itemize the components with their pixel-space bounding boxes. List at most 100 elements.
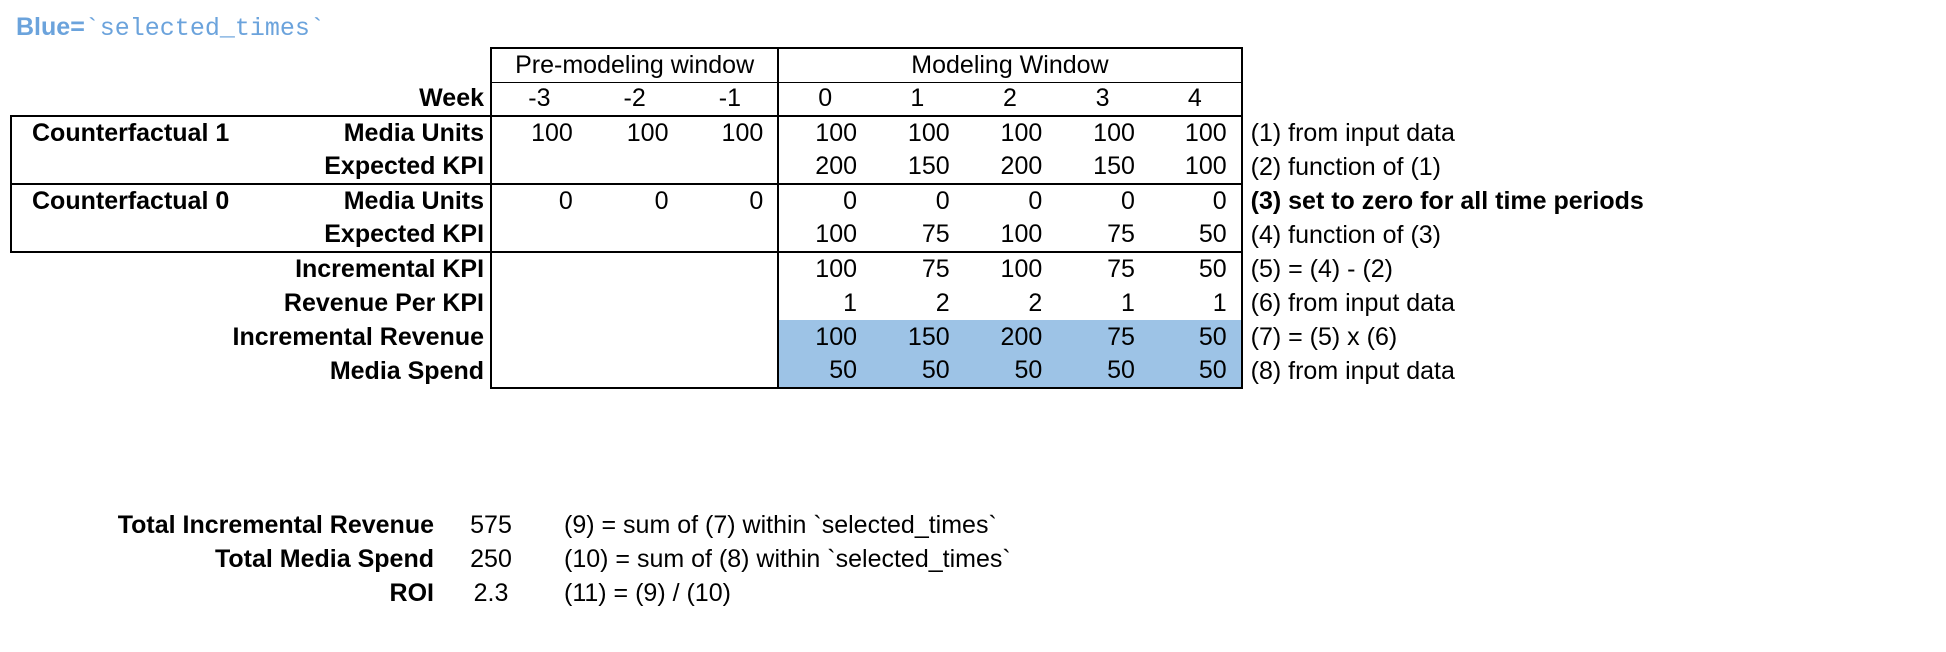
counterfactual-roi-table: Pre-modeling window Modeling Window Week… xyxy=(10,47,1940,389)
cell-cf0-expected-kpi-w-1 xyxy=(682,218,780,253)
week-header-pre-3: -1 xyxy=(682,82,780,116)
cell-cf1-expected-kpi-w1: 150 xyxy=(907,152,950,180)
cell-incremental-revenue-w0: 100 xyxy=(778,320,872,354)
summary-block: Total Incremental Revenue 575 (9) = sum … xyxy=(10,508,1264,610)
cell-media-spend-w2: 50 xyxy=(963,354,1057,389)
summary-value-total-incremental-revenue: 575 xyxy=(470,510,512,539)
row-note-2: (2) function of (1) xyxy=(1250,152,1441,181)
cell-cf0-expected-kpi-w1: 75 xyxy=(871,218,964,253)
row-note-4: (4) function of (3) xyxy=(1250,220,1441,249)
row-note-1: (1) from input data xyxy=(1250,118,1455,147)
cell-incremental-kpi-w1: 75 xyxy=(921,255,950,283)
band-spacer-group xyxy=(11,48,233,82)
row-group-label-blank-2 xyxy=(10,218,233,253)
cell-revenue-per-kpi-w3: 1 xyxy=(1120,288,1135,317)
cell-cf1-media-units-w1: 100 xyxy=(871,115,964,150)
cell-incremental-kpi-w4: 50 xyxy=(1148,252,1243,286)
cell-cf1-media-units-w-2: 100 xyxy=(586,115,683,150)
summary-note-total-incremental-revenue: (9) = sum of (7) within `selected_times` xyxy=(564,510,997,539)
summary-value-roi: 2.3 xyxy=(473,578,509,607)
summary-note-roi: (11) = (9) / (10) xyxy=(564,578,731,607)
cell-cf0-media-units-w-1: 0 xyxy=(682,183,780,218)
band-spacer-note xyxy=(1242,48,1939,82)
cell-media-spend-w-3 xyxy=(490,354,587,389)
cell-revenue-per-kpi-w4: 1 xyxy=(1148,286,1243,320)
row-note-7: (7) = (5) x (6) xyxy=(1250,322,1398,351)
row-group-label-cf0: Counterfactual 0 xyxy=(10,183,233,218)
cell-cf1-expected-kpi-w4: 100 xyxy=(1148,150,1243,184)
cell-cf1-expected-kpi-w-3 xyxy=(490,150,587,184)
cell-incremental-kpi-w-3 xyxy=(490,252,587,286)
counterfactual-roi-table-wrapper: Pre-modeling window Modeling Window Week… xyxy=(10,47,1940,389)
table-row: Incremental KPI 100 75 100 75 50 (5) = (… xyxy=(11,252,1939,286)
cell-cf1-expected-kpi-w2: 200 xyxy=(1000,152,1043,180)
cell-media-spend-w4: 50 xyxy=(1148,354,1243,389)
band-header-row: Pre-modeling window Modeling Window xyxy=(11,47,1939,83)
cell-media-spend-w-2 xyxy=(586,354,683,389)
row-note-5: (5) = (4) - (2) xyxy=(1250,254,1394,283)
summary-row: Total Media Spend 250 (10) = sum of (8) … xyxy=(10,542,1264,576)
cell-cf0-media-units-w4: 0 xyxy=(1148,183,1243,218)
cell-cf1-media-units-w0: 100 xyxy=(778,115,872,150)
table-row: Counterfactual 0 Media Units 0 0 0 0 0 0… xyxy=(10,183,1939,218)
band-header-modeling: Modeling Window xyxy=(778,47,1243,83)
week-header-pre-2: -2 xyxy=(623,84,646,113)
band-spacer-metric xyxy=(233,48,492,82)
cell-revenue-per-kpi-w-2 xyxy=(587,286,683,320)
band-header-pre-modeling: Pre-modeling window xyxy=(490,47,780,83)
cell-cf1-media-units-w3: 100 xyxy=(1056,115,1149,150)
cell-cf1-media-units-w2: 100 xyxy=(963,115,1057,150)
cell-incremental-revenue-w-3 xyxy=(490,320,587,354)
cell-cf0-media-units-w3: 0 xyxy=(1056,183,1149,218)
cell-incremental-kpi-w-2 xyxy=(587,252,683,286)
week-header-row: Week -3 -2 -1 0 1 2 3 4 xyxy=(11,82,1939,116)
cell-incremental-kpi-w2: 100 xyxy=(1000,255,1043,283)
table-row: Incremental Revenue 100 150 200 75 50 (7… xyxy=(11,320,1939,354)
table-row: Expected KPI 200 150 200 150 100 (2) fun… xyxy=(10,150,1939,184)
cell-cf0-media-units-w0: 0 xyxy=(778,183,872,218)
cell-media-spend-w0: 50 xyxy=(778,354,872,389)
cell-cf0-expected-kpi-w0: 100 xyxy=(778,218,872,253)
row-group-label-blank-6 xyxy=(11,354,233,388)
row-metric-label-incremental-revenue: Incremental Revenue xyxy=(232,322,485,351)
summary-label-total-incremental-revenue: Total Incremental Revenue xyxy=(117,510,434,539)
cell-cf0-expected-kpi-w3: 75 xyxy=(1056,218,1149,253)
week-header-mod-3: 3 xyxy=(1095,84,1110,113)
cell-incremental-revenue-w-2 xyxy=(587,320,683,354)
legend-equals-sign: = xyxy=(70,13,85,41)
cell-revenue-per-kpi-w1: 2 xyxy=(935,288,950,317)
cell-incremental-kpi-w-1 xyxy=(682,252,780,286)
row-group-label-blank-4 xyxy=(11,286,233,320)
row-metric-label-revenue-per-kpi: Revenue Per KPI xyxy=(283,288,485,317)
summary-label-roi: ROI xyxy=(389,578,434,607)
week-spacer-note xyxy=(1242,82,1939,116)
row-metric-label-cf1-media-units: Media Units xyxy=(232,115,492,150)
table-row: Revenue Per KPI 1 2 2 1 1 (6) from input… xyxy=(11,286,1939,320)
row-note-6: (6) from input data xyxy=(1250,288,1455,317)
cell-revenue-per-kpi-w0: 1 xyxy=(843,288,858,317)
cell-media-spend-w3: 50 xyxy=(1056,354,1149,389)
cell-cf0-expected-kpi-w2: 100 xyxy=(963,218,1057,253)
week-header-pre-1: -3 xyxy=(490,82,587,116)
cell-incremental-kpi-w3: 75 xyxy=(1107,255,1135,283)
legend-selected-times: Blue=`selected_times` xyxy=(16,12,325,44)
table-row: Counterfactual 1 Media Units 100 100 100… xyxy=(10,115,1939,150)
row-note-8: (8) from input data xyxy=(1250,356,1455,385)
row-group-label-cf1: Counterfactual 1 xyxy=(10,115,233,150)
cell-cf0-media-units-w-3: 0 xyxy=(490,183,587,218)
cell-cf1-media-units-w-3: 100 xyxy=(490,115,587,150)
legend-code-token: `selected_times` xyxy=(84,14,325,43)
cell-cf0-media-units-w2: 0 xyxy=(963,183,1057,218)
cell-cf0-media-units-w-2: 0 xyxy=(586,183,683,218)
cell-incremental-revenue-w3: 75 xyxy=(1056,320,1149,354)
week-spacer-group xyxy=(11,82,233,116)
summary-table: Total Incremental Revenue 575 (9) = sum … xyxy=(10,508,1264,610)
cell-cf0-media-units-w1: 0 xyxy=(871,183,964,218)
row-metric-label-incremental-kpi: Incremental KPI xyxy=(295,255,485,283)
legend-blue-label: Blue xyxy=(16,13,71,41)
cell-media-spend-w1: 50 xyxy=(871,354,964,389)
table-row: Media Spend 50 50 50 50 50 (8) from inpu… xyxy=(11,354,1939,389)
cell-cf1-media-units-w4: 100 xyxy=(1148,115,1243,150)
summary-row: ROI 2.3 (11) = (9) / (10) xyxy=(10,576,1264,610)
row-metric-label-media-spend: Media Spend xyxy=(329,356,485,385)
